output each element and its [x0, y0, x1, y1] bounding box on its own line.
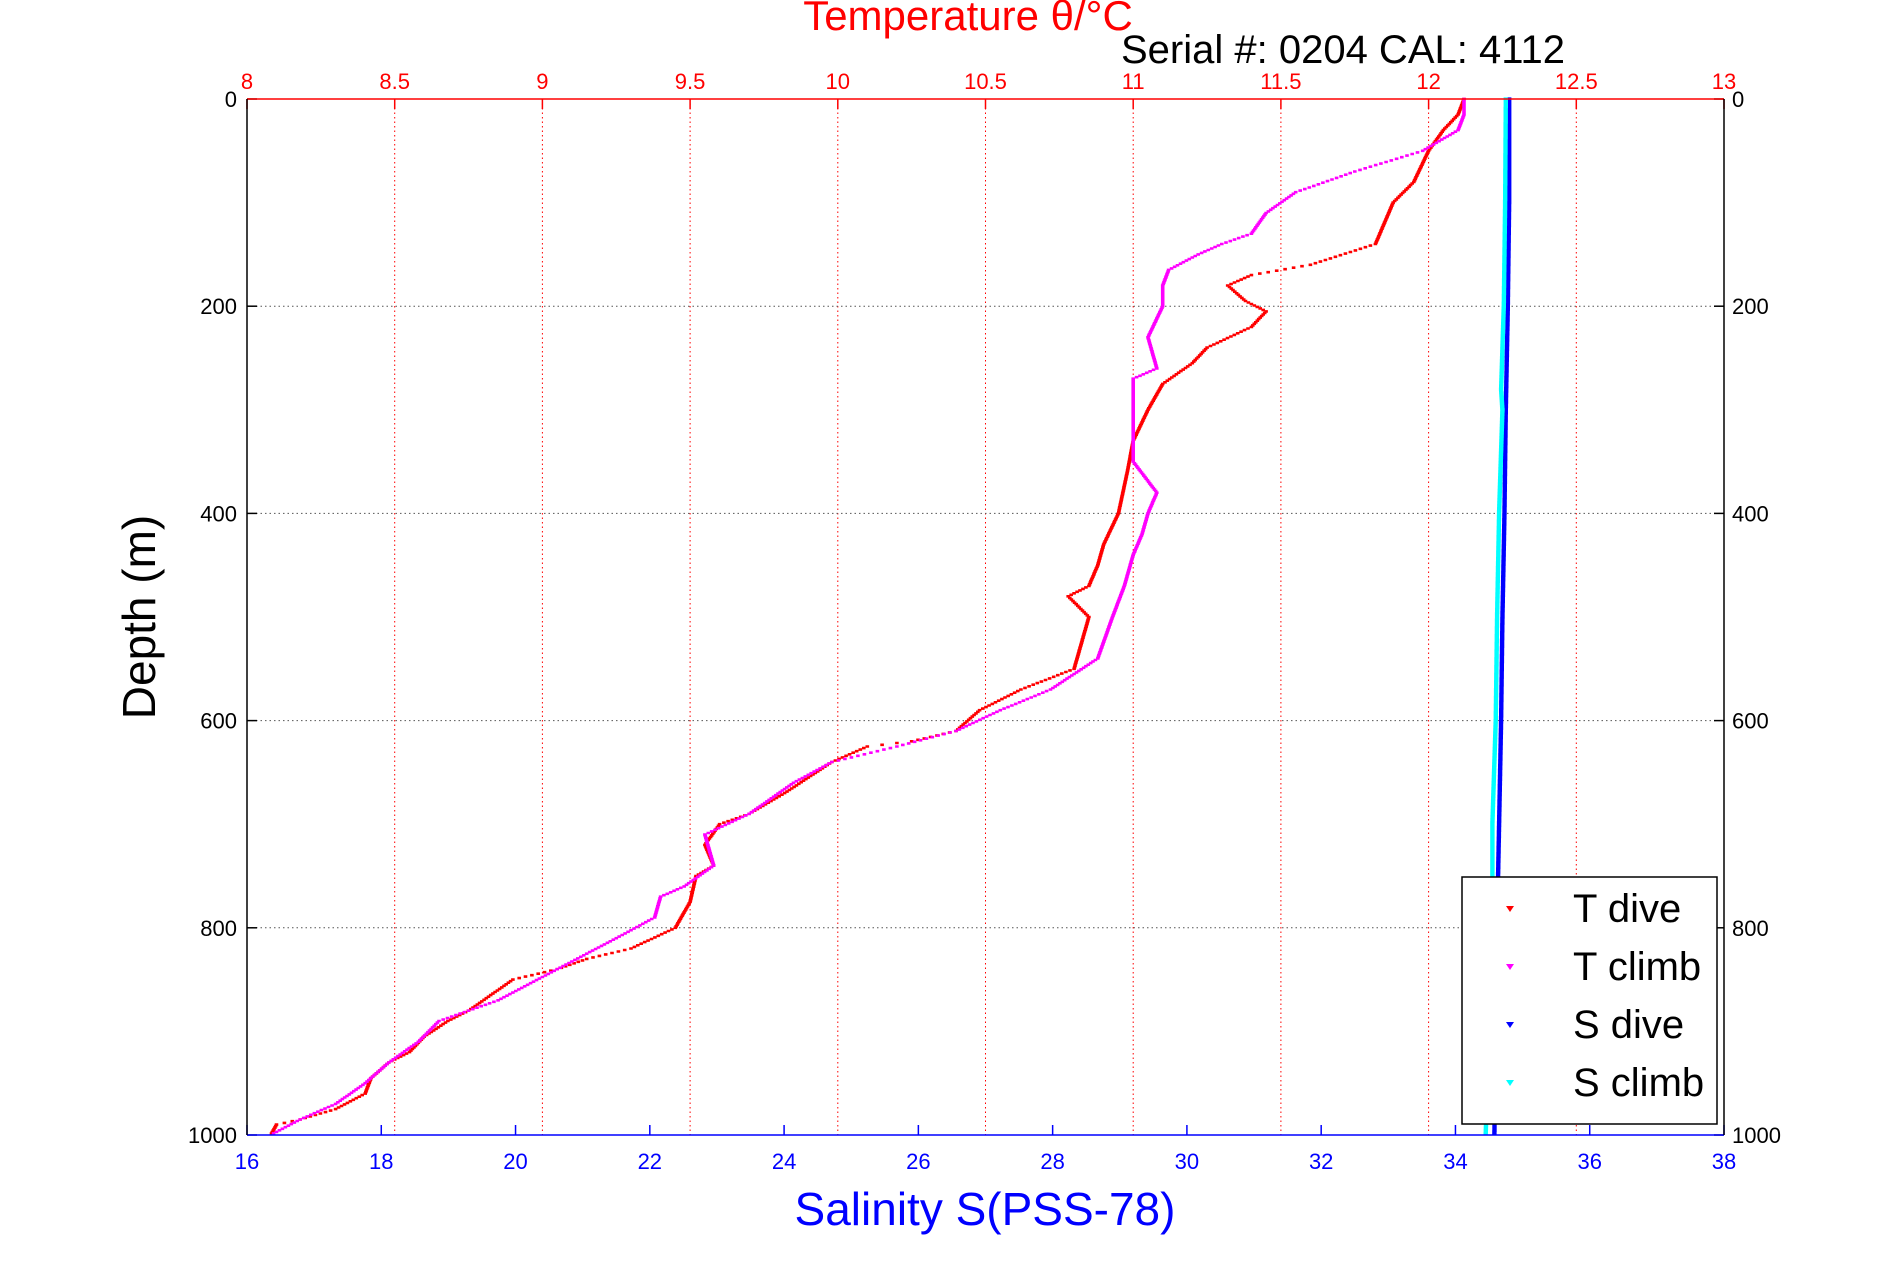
chart-title: Temperature θ/°C	[803, 0, 1133, 39]
bottom-axis-tick-label: 20	[503, 1149, 527, 1174]
left-axis-tick-label: 200	[200, 294, 237, 319]
legend-label: S climb	[1573, 1061, 1704, 1105]
top-axis-tick-label: 10.5	[964, 69, 1007, 94]
legend-label: T climb	[1573, 945, 1701, 989]
bottom-axis-tick-label: 30	[1175, 1149, 1199, 1174]
right-axis-tick-label: 800	[1732, 916, 1769, 941]
bottom-axis-tick-label: 34	[1443, 1149, 1467, 1174]
grid-layer	[247, 99, 1724, 1135]
legend-marker	[1506, 906, 1514, 912]
axis-layer: 8 8.5 9 9.5 10 10.5 11 11.5 12 12.5 13 16 18 20 22 24 26…	[188, 69, 1781, 1174]
legend-marker	[1506, 1080, 1514, 1086]
top-axis-tick-label: 12	[1416, 69, 1440, 94]
bottom-axis-tick-label: 22	[638, 1149, 662, 1174]
top-axis-tick-label: 8.5	[379, 69, 410, 94]
left-axis-tick-label: 400	[200, 501, 237, 526]
left-axis-tick-label: 800	[200, 916, 237, 941]
right-axis-tick-label: 200	[1732, 294, 1769, 319]
top-axis-tick-label: 13	[1712, 69, 1736, 94]
left-axis-tick-label: 600	[200, 709, 237, 734]
left-axis-tick-label: 0	[225, 87, 237, 112]
right-axis-tick-label: 400	[1732, 501, 1769, 526]
top-axis-tick-label: 9	[536, 69, 548, 94]
bottom-axis-tick-label: 38	[1712, 1149, 1736, 1174]
legend-marker	[1506, 964, 1514, 970]
top-axis-tick-label: 9.5	[675, 69, 706, 94]
top-axis-tick-label: 8	[241, 69, 253, 94]
bottom-axis-tick-label: 16	[235, 1149, 259, 1174]
legend-label: S dive	[1573, 1003, 1684, 1047]
y-axis-title: Depth (m)	[113, 515, 165, 719]
left-axis-tick-label: 1000	[188, 1123, 237, 1148]
top-axis-tick-label: 11.5	[1260, 69, 1301, 94]
x-axis-title: Salinity S(PSS-78)	[795, 1183, 1176, 1235]
legend: T dive T climb S dive S climb	[1461, 876, 1718, 1125]
legend-entries: T dive T climb S dive S climb	[1506, 887, 1704, 1105]
right-axis-tick-label: 1000	[1732, 1123, 1781, 1148]
legend-marker	[1506, 1022, 1514, 1028]
right-axis-tick-label: 600	[1732, 709, 1769, 734]
top-axis-tick-label: 11	[1122, 69, 1145, 94]
bottom-axis-tick-label: 32	[1309, 1149, 1333, 1174]
bottom-axis-tick-label: 36	[1577, 1149, 1601, 1174]
bottom-axis-tick-label: 18	[369, 1149, 393, 1174]
bottom-axis-tick-label: 24	[772, 1149, 796, 1174]
legend-label: T dive	[1573, 887, 1681, 931]
bottom-axis-tick-label: 26	[906, 1149, 930, 1174]
chart-subtitle: Serial #: 0204 CAL: 4112	[1121, 28, 1565, 72]
top-axis-tick-label: 12.5	[1555, 69, 1598, 94]
legend-box	[1461, 876, 1718, 1125]
right-axis-tick-label: 0	[1732, 87, 1744, 112]
top-axis-tick-label: 10	[826, 69, 850, 94]
bottom-axis-tick-label: 28	[1040, 1149, 1064, 1174]
